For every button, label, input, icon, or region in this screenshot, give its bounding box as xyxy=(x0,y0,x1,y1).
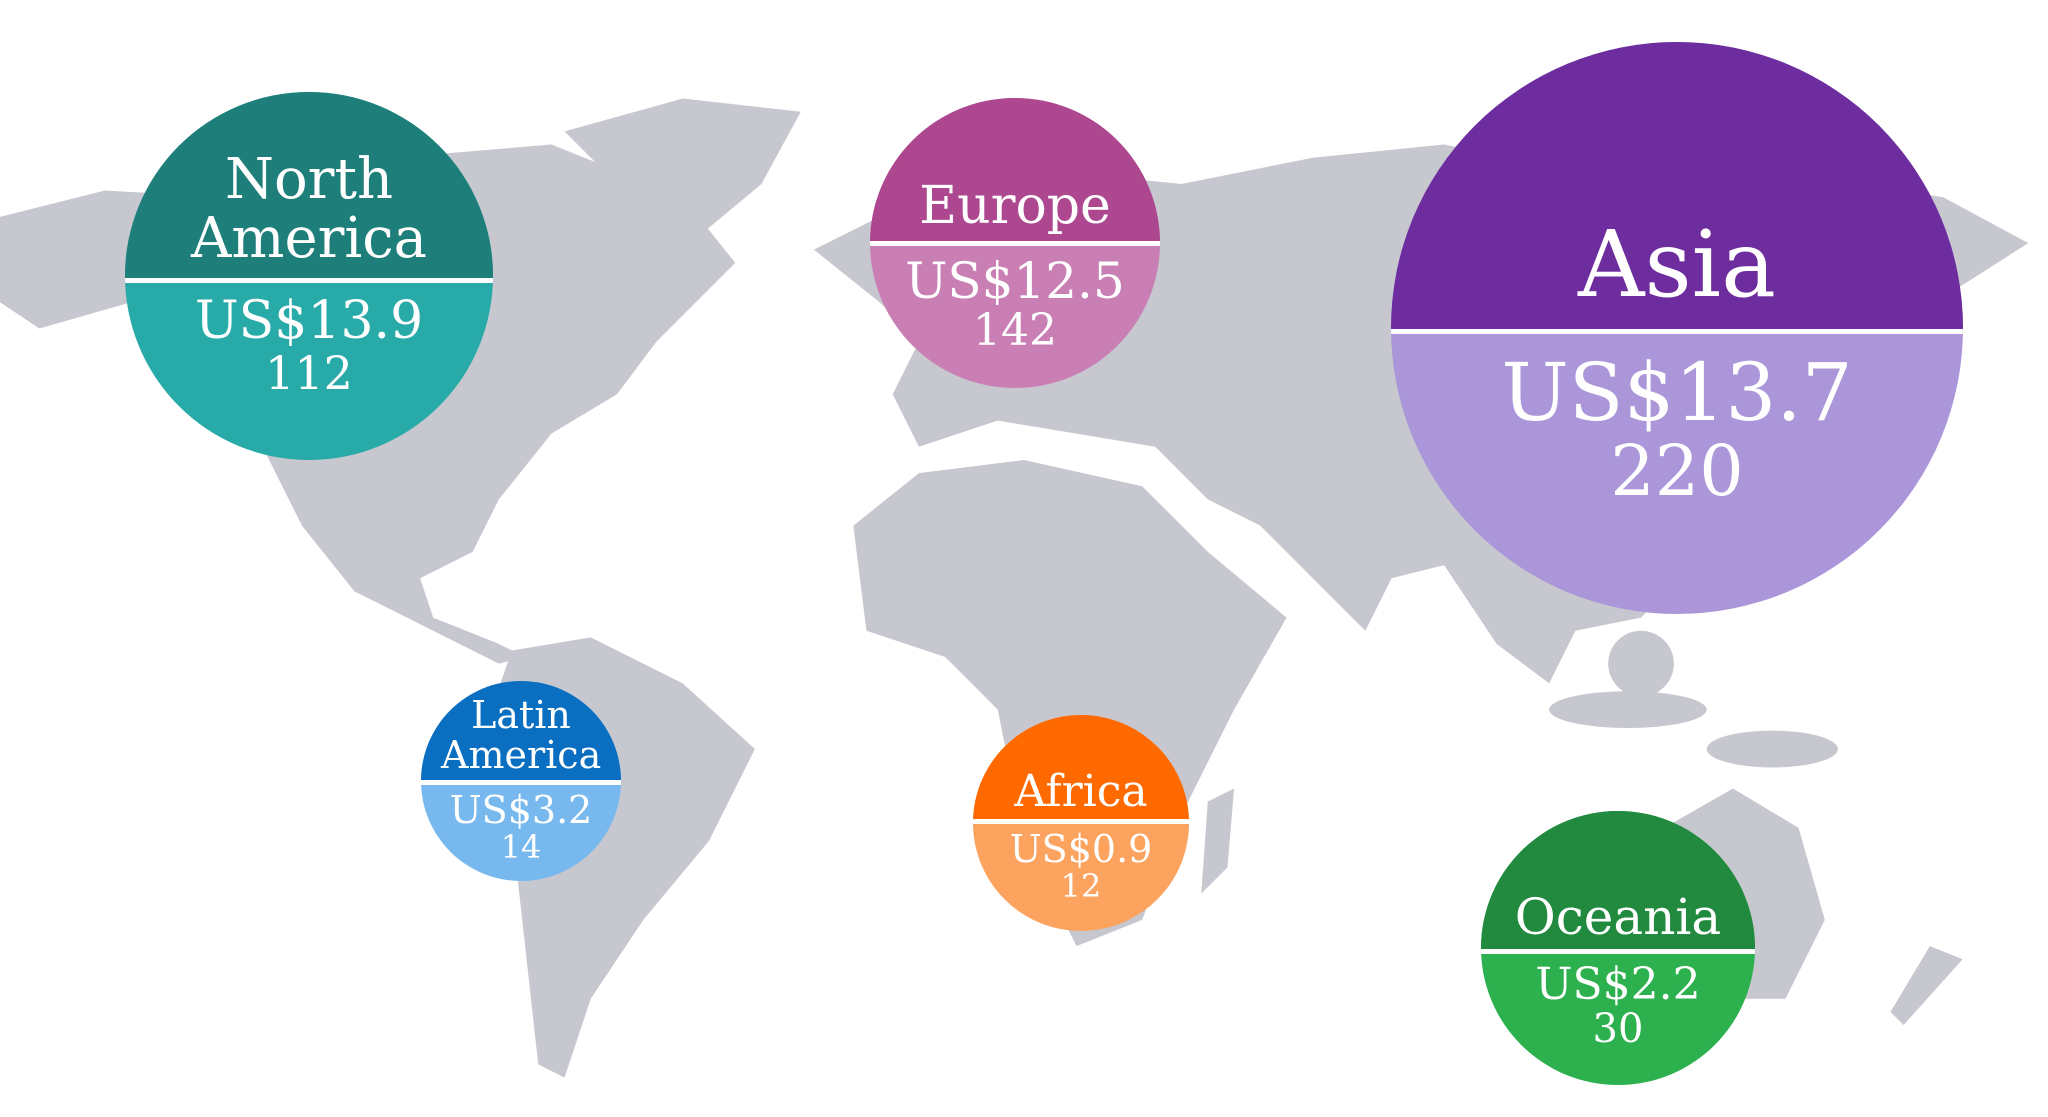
divider xyxy=(1391,329,1963,334)
region-header: Asia xyxy=(1391,42,1963,331)
region-name: Oceania xyxy=(1514,887,1722,946)
region-bubble-asia: Asia US$13.7 220 xyxy=(1391,42,1963,614)
region-header: Europe xyxy=(870,98,1160,243)
indonesia-landmass xyxy=(1549,691,1707,729)
region-header: North America xyxy=(125,92,493,280)
region-count: 112 xyxy=(265,345,353,400)
region-name: North America xyxy=(190,147,428,272)
region-bubble-north-america: North America US$13.9 112 xyxy=(125,92,493,460)
region-name: Asia xyxy=(1578,211,1776,319)
borneo-landmass xyxy=(1608,630,1674,697)
region-value: US$0.9 xyxy=(1009,827,1153,871)
region-header: Africa xyxy=(973,715,1189,821)
divider xyxy=(973,819,1189,824)
region-bubble-oceania: Oceania US$2.2 30 xyxy=(1481,811,1755,1085)
region-value: US$13.7 xyxy=(1501,346,1853,439)
region-bubble-europe: Europe US$12.5 142 xyxy=(870,98,1160,388)
new-zealand-landmass xyxy=(1890,946,1963,1026)
divider xyxy=(125,278,493,283)
region-count: 14 xyxy=(500,827,542,866)
divider xyxy=(421,780,621,785)
region-stats: US$12.5 142 xyxy=(870,246,1160,388)
region-stats: US$13.7 220 xyxy=(1391,334,1963,614)
region-stats: US$3.2 14 xyxy=(421,785,621,881)
region-value: US$2.2 xyxy=(1535,959,1701,1010)
region-count: 220 xyxy=(1610,430,1744,512)
greenland-landmass xyxy=(564,98,801,250)
region-count: 142 xyxy=(973,304,1057,356)
region-name: Africa xyxy=(1014,765,1148,817)
new-guinea-landmass xyxy=(1706,730,1838,768)
madagascar-landmass xyxy=(1201,788,1235,894)
divider xyxy=(870,241,1160,246)
region-value: US$12.5 xyxy=(905,252,1125,310)
region-stats: US$0.9 12 xyxy=(973,824,1189,931)
region-count: 30 xyxy=(1592,1006,1644,1053)
region-stats: US$2.2 30 xyxy=(1481,954,1755,1085)
region-name: Europe xyxy=(919,176,1111,237)
region-name: Latin America xyxy=(441,693,602,778)
region-header: Latin America xyxy=(421,681,621,782)
region-value: US$13.9 xyxy=(194,291,424,351)
region-bubble-africa: Africa US$0.9 12 xyxy=(973,715,1189,931)
region-count: 12 xyxy=(1060,866,1102,905)
region-header: Oceania xyxy=(1481,811,1755,951)
region-value: US$3.2 xyxy=(449,788,593,832)
region-bubble-latin-america: Latin America US$3.2 14 xyxy=(421,681,621,881)
africa-landmass xyxy=(853,459,1287,947)
divider xyxy=(1481,949,1755,954)
region-stats: US$13.9 112 xyxy=(125,283,493,460)
